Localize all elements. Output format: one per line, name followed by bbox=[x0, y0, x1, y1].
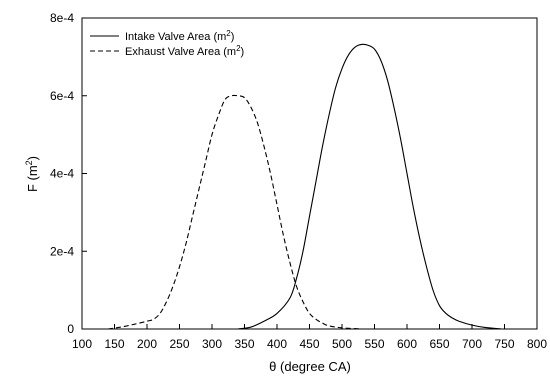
legend-exhaust-label-base: Exhaust Valve Area (m bbox=[125, 46, 236, 58]
legend-intake-label: Intake Valve Area (m2) bbox=[125, 29, 234, 43]
x-tick-label: 800 bbox=[527, 337, 547, 351]
plot-border bbox=[81, 17, 538, 330]
y-tick-label: 4e-4 bbox=[50, 167, 74, 181]
x-tick-label: 750 bbox=[494, 337, 514, 351]
legend-intake-label-base: Intake Valve Area (m bbox=[125, 31, 226, 43]
plot-area bbox=[81, 17, 538, 330]
x-tick-label: 450 bbox=[299, 337, 319, 351]
exhaust-valve-area-line bbox=[107, 94, 362, 330]
x-tick-label: 250 bbox=[169, 337, 189, 351]
legend: Intake Valve Area (m2) Exhaust Valve Are… bbox=[90, 29, 244, 58]
y-axis-title-end: ) bbox=[25, 156, 40, 160]
series-layer bbox=[107, 43, 502, 330]
legend-exhaust-label-sup: 2 bbox=[236, 44, 241, 53]
x-tick-label: 700 bbox=[462, 337, 482, 351]
y-tick-label: 6e-4 bbox=[50, 89, 74, 103]
legend-intake-label-end: ) bbox=[231, 31, 235, 43]
y-axis-title-sup: 2 bbox=[24, 160, 34, 165]
x-axis: 100 150 200 250 300 350 400 450 500 550 600 650 700 7… bbox=[72, 324, 547, 351]
x-tick-label: 650 bbox=[429, 337, 449, 351]
y-tick-label: 8e-4 bbox=[50, 11, 74, 25]
x-tick-label: 500 bbox=[332, 337, 352, 351]
y-tick-label: 2e-4 bbox=[50, 244, 74, 258]
intake-valve-area-line bbox=[237, 43, 502, 330]
x-tick-label: 600 bbox=[397, 337, 417, 351]
legend-exhaust-label-end: ) bbox=[241, 46, 245, 58]
legend-intake-label-sup: 2 bbox=[226, 29, 231, 38]
x-tick-label: 350 bbox=[234, 337, 254, 351]
y-axis-title: F (m2) bbox=[24, 156, 40, 192]
y-axis: 0 2e-4 4e-4 6e-4 8e-4 bbox=[50, 11, 87, 336]
y-tick-label: 0 bbox=[67, 322, 74, 336]
x-tick-label: 100 bbox=[72, 337, 92, 351]
x-tick-label: 300 bbox=[202, 337, 222, 351]
x-axis-title: θ (degree CA) bbox=[269, 359, 351, 374]
x-tick-label: 550 bbox=[364, 337, 384, 351]
x-tick-label: 400 bbox=[267, 337, 287, 351]
x-tick-label: 200 bbox=[137, 337, 157, 351]
x-tick-label: 150 bbox=[104, 337, 124, 351]
y-axis-title-base: F (m bbox=[25, 165, 40, 192]
legend-exhaust-label: Exhaust Valve Area (m2) bbox=[125, 44, 244, 58]
